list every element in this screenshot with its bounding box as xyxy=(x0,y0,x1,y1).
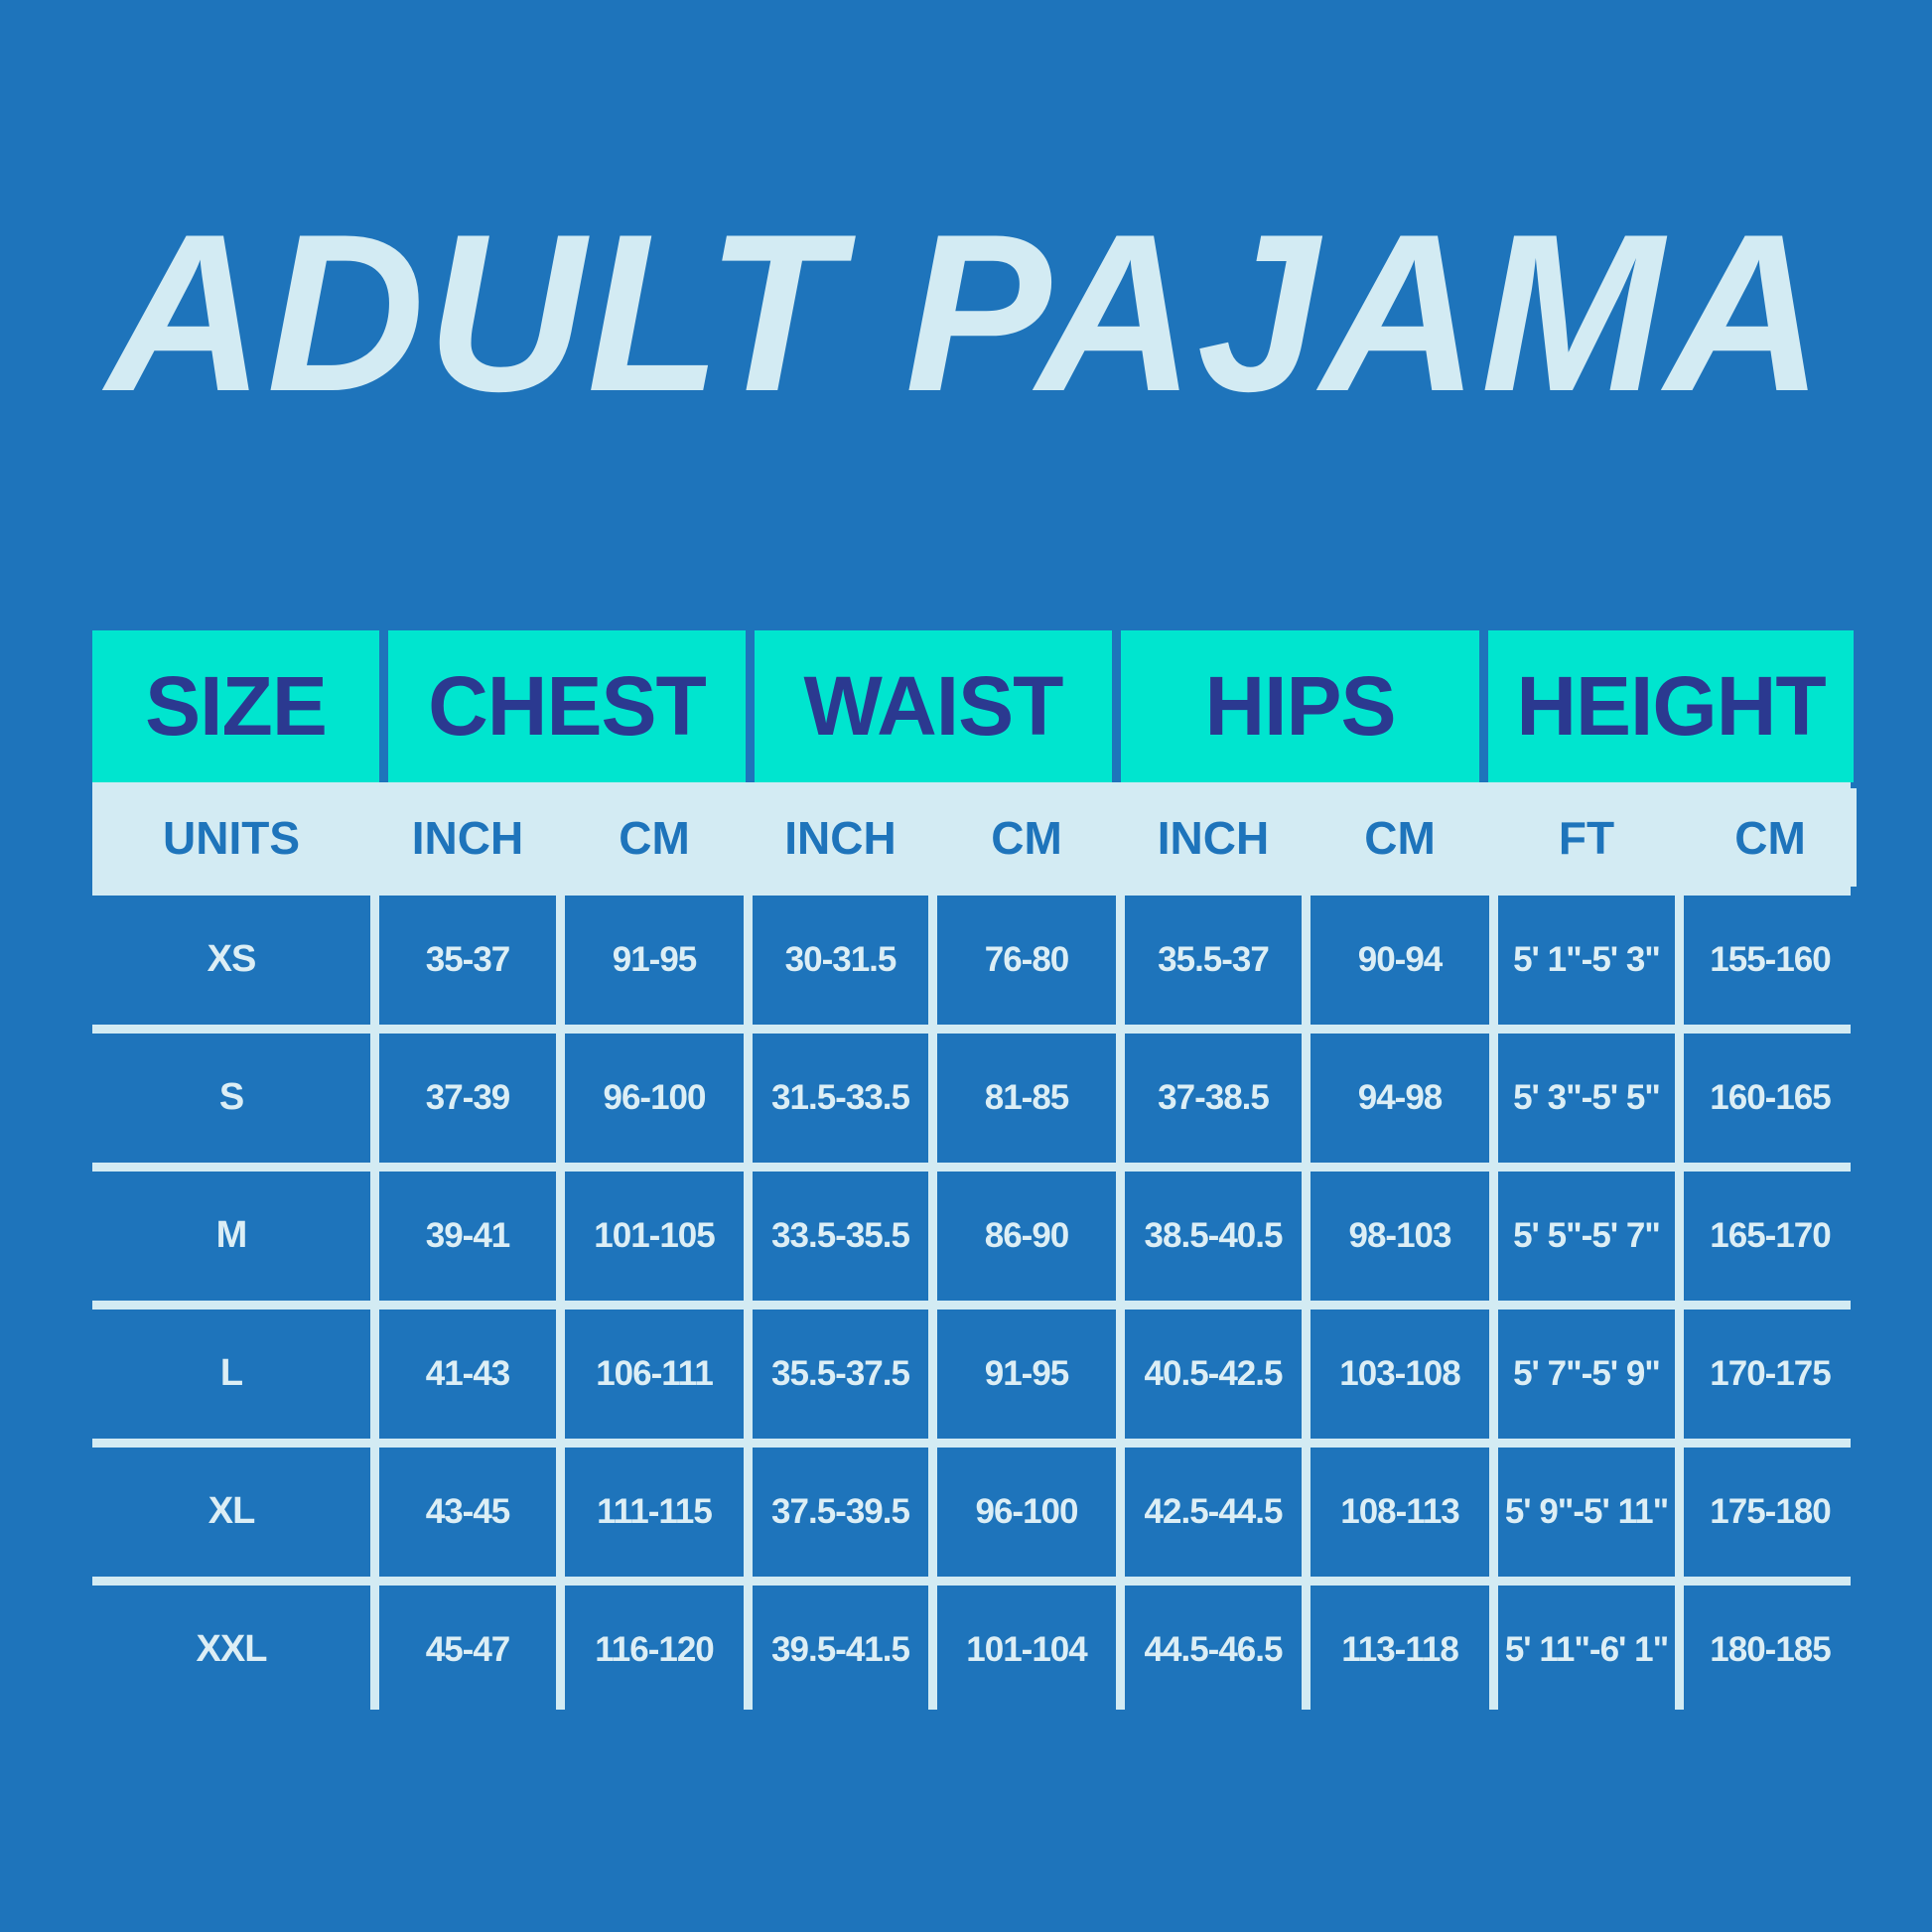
table-cell: 30-31.5 xyxy=(753,896,928,1025)
size-label: L xyxy=(92,1310,370,1439)
table-cell: 108-113 xyxy=(1311,1448,1489,1577)
unit-header: INCH xyxy=(753,788,928,887)
table-cell: 160-165 xyxy=(1684,1034,1857,1163)
table-cell: 39.5-41.5 xyxy=(753,1586,928,1715)
table-cell: 44.5-46.5 xyxy=(1125,1586,1302,1715)
table-cell: 155-160 xyxy=(1684,896,1857,1025)
header-height: HEIGHT xyxy=(1488,630,1854,782)
header-chest: CHEST xyxy=(388,630,746,782)
header-size: SIZE xyxy=(92,630,379,782)
table-cell: 37.5-39.5 xyxy=(753,1448,928,1577)
size-label: S xyxy=(92,1034,370,1163)
table-cell: 76-80 xyxy=(937,896,1116,1025)
table-cell: 42.5-44.5 xyxy=(1125,1448,1302,1577)
table-cell: 31.5-33.5 xyxy=(753,1034,928,1163)
table-cell: 91-95 xyxy=(565,896,744,1025)
size-label: XS xyxy=(92,896,370,1025)
table-cell: 113-118 xyxy=(1311,1586,1489,1715)
table-cell: 43-45 xyxy=(379,1448,556,1577)
header-waist: WAIST xyxy=(755,630,1112,782)
table-cell: 41-43 xyxy=(379,1310,556,1439)
table-cell: 40.5-42.5 xyxy=(1125,1310,1302,1439)
size-label: XXL xyxy=(92,1586,370,1715)
page-title: ADULT PAJAMA xyxy=(106,187,1826,438)
size-table: UNITS INCH CM INCH CM INCH CM FT CM XS 35-37 91-95 3… xyxy=(92,782,1857,1715)
table-cell: 170-175 xyxy=(1684,1310,1857,1439)
header-hips: HIPS xyxy=(1121,630,1479,782)
table-cell: 35.5-37.5 xyxy=(753,1310,928,1439)
unit-header: CM xyxy=(937,788,1116,887)
table-cell: 90-94 xyxy=(1311,896,1489,1025)
table-cell: 165-170 xyxy=(1684,1172,1857,1301)
table-cell: 91-95 xyxy=(937,1310,1116,1439)
table-cell: 38.5-40.5 xyxy=(1125,1172,1302,1301)
unit-header: CM xyxy=(1684,788,1857,887)
table-cell: 180-185 xyxy=(1684,1586,1857,1715)
table-cell: 33.5-35.5 xyxy=(753,1172,928,1301)
table-cell: 101-105 xyxy=(565,1172,744,1301)
table-cell: 5' 1"-5' 3" xyxy=(1498,896,1675,1025)
table-cell: 96-100 xyxy=(565,1034,744,1163)
table-cell: 103-108 xyxy=(1311,1310,1489,1439)
table-cell: 94-98 xyxy=(1311,1034,1489,1163)
table-cell: 35-37 xyxy=(379,896,556,1025)
table-cell: 86-90 xyxy=(937,1172,1116,1301)
unit-header: CM xyxy=(1311,788,1489,887)
table-cell: 106-111 xyxy=(565,1310,744,1439)
table-cell: 116-120 xyxy=(565,1586,744,1715)
table-cell: 5' 3"-5' 5" xyxy=(1498,1034,1675,1163)
table-cell: 101-104 xyxy=(937,1586,1116,1715)
table-cell: 39-41 xyxy=(379,1172,556,1301)
table-cell: 37-38.5 xyxy=(1125,1034,1302,1163)
unit-header: CM xyxy=(565,788,744,887)
column-group-headers: SIZE CHEST WAIST HIPS HEIGHT xyxy=(92,630,1854,782)
table-cell: 5' 5"-5' 7" xyxy=(1498,1172,1675,1301)
table-cell: 5' 7"-5' 9" xyxy=(1498,1310,1675,1439)
table-cell: 45-47 xyxy=(379,1586,556,1715)
unit-header: INCH xyxy=(379,788,556,887)
unit-header: FT xyxy=(1498,788,1675,887)
table-cell: 5' 11"-6' 1" xyxy=(1498,1586,1675,1715)
unit-header: UNITS xyxy=(92,788,370,887)
table-cell: 98-103 xyxy=(1311,1172,1489,1301)
table-cell: 81-85 xyxy=(937,1034,1116,1163)
table-cell: 5' 9"-5' 11" xyxy=(1498,1448,1675,1577)
table-cell: 37-39 xyxy=(379,1034,556,1163)
table-cell: 175-180 xyxy=(1684,1448,1857,1577)
table-cell: 96-100 xyxy=(937,1448,1116,1577)
size-label: M xyxy=(92,1172,370,1301)
table-cell: 111-115 xyxy=(565,1448,744,1577)
unit-header: INCH xyxy=(1125,788,1302,887)
table-cell: 35.5-37 xyxy=(1125,896,1302,1025)
size-label: XL xyxy=(92,1448,370,1577)
